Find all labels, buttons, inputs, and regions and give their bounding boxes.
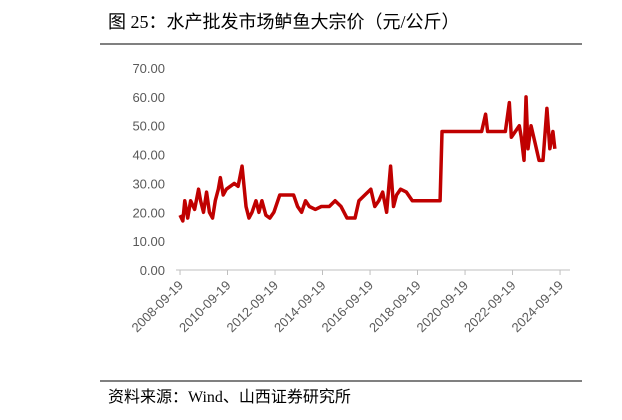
data-line	[178, 95, 557, 223]
chart-title: 图 25：水产批发市场鲈鱼大宗价（元/公斤）	[108, 12, 460, 32]
y-tick-label: 30.00	[132, 176, 165, 191]
y-tick-label: 0.00	[140, 263, 165, 278]
y-tick-label: 70.00	[132, 61, 165, 76]
y-tick-label: 50.00	[132, 119, 165, 134]
source: 资料来源：Wind、山西证券研究所	[108, 388, 351, 406]
y-tick-label: 10.00	[132, 234, 165, 249]
y-tick-label: 20.00	[132, 205, 165, 220]
y-tick-label: 60.00	[132, 90, 165, 105]
y-tick-label: 40.00	[132, 148, 165, 163]
x-tick-label: 2024-09-19	[509, 278, 567, 336]
